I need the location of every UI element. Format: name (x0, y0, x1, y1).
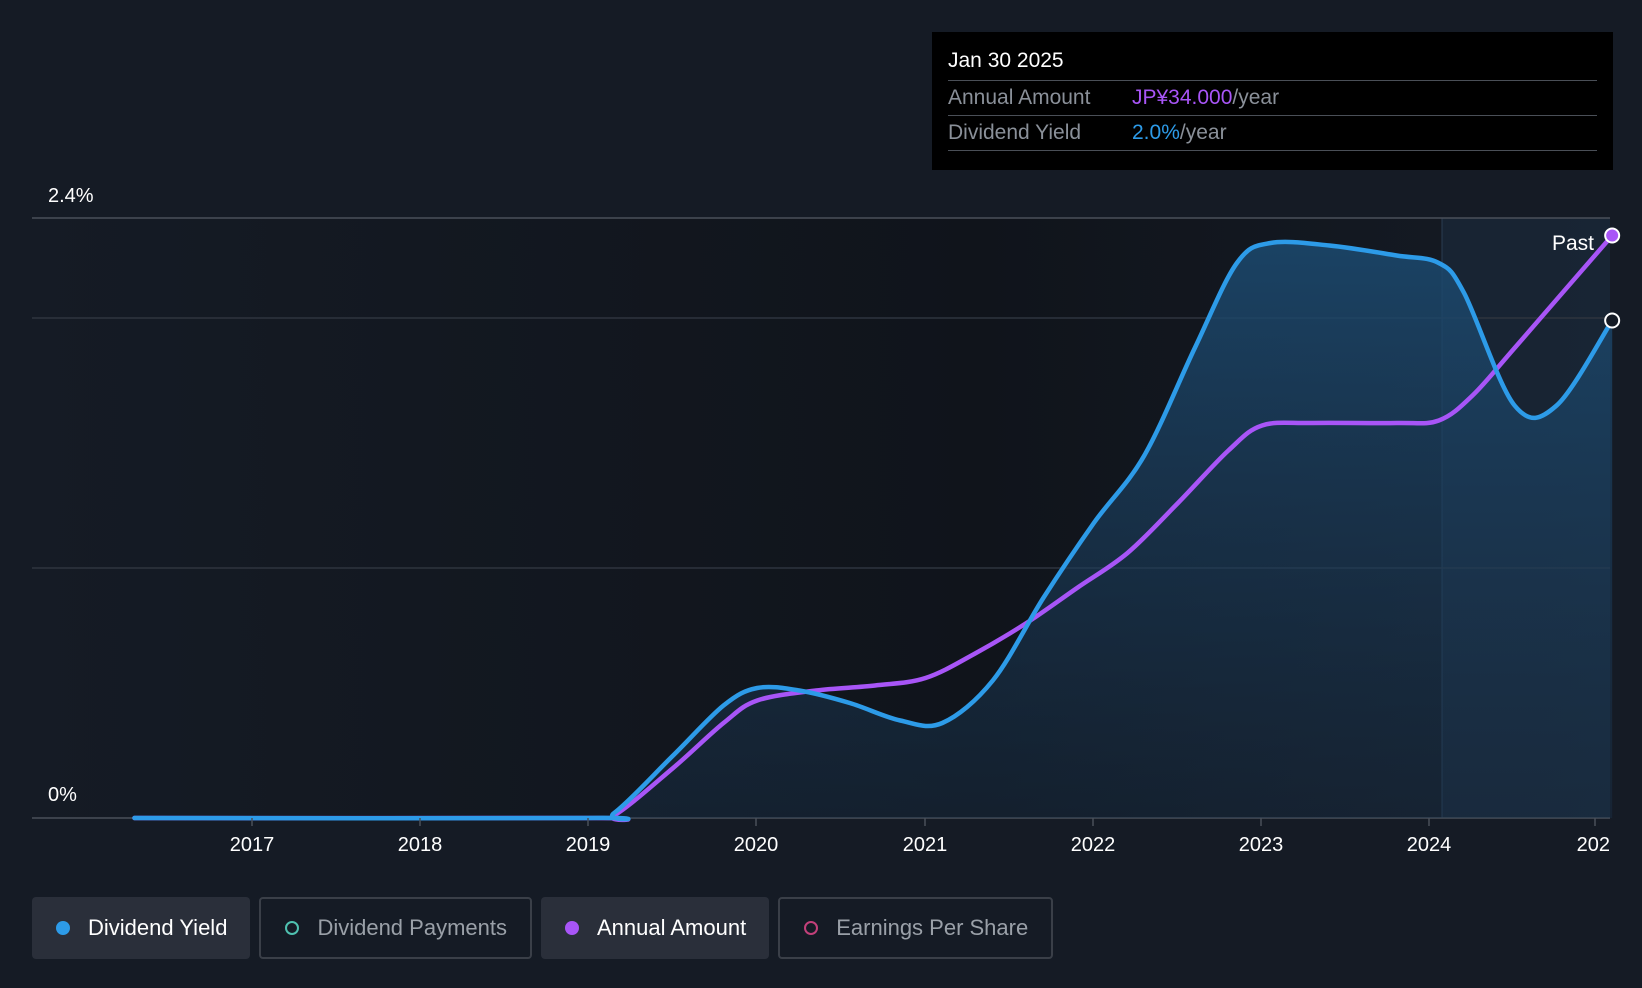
dividend-yield-end-marker (1604, 312, 1621, 329)
legend-earnings-per-share-label: Earnings Per Share (836, 915, 1029, 940)
chart-tooltip: Jan 30 2025 Annual Amount JP¥34.000 /yea… (932, 32, 1613, 170)
tooltip-annual-amount-value: JP¥34.000 (1132, 86, 1233, 109)
y-tick-label: 2.4% (48, 185, 94, 207)
legend-annual-amount-label: Annual Amount (596, 915, 747, 940)
dividend-yield-area (134, 241, 1613, 820)
dividend-payments-ring-icon (285, 921, 300, 935)
annual-amount-end-marker (1604, 227, 1621, 244)
legend-dividend-yield-label: Dividend Yield (88, 915, 228, 940)
x-tick-label: 2017 (230, 834, 275, 856)
x-tick-label: 2019 (566, 834, 611, 856)
legend-dividend-payments[interactable]: Dividend Payments (259, 897, 532, 959)
annual-amount-dot-icon (564, 921, 579, 935)
tooltip-dividend-yield-unit: /year (1179, 121, 1227, 144)
past-label: Past (1552, 232, 1594, 255)
dividend-chart: Past 2.4% 0% 2017 2018 2019 2020 2021 2022 2023 20… (32, 185, 1621, 856)
legend-earnings-per-share[interactable]: Earnings Per Share (778, 897, 1054, 959)
legend-annual-amount[interactable]: Annual Amount (540, 897, 770, 959)
x-tick-label: 2024 (1407, 834, 1452, 856)
x-tick-label: 2020 (734, 834, 779, 856)
x-tick-label: 202 (1577, 834, 1610, 856)
tooltip-dividend-yield-value: 2.0% (1132, 121, 1180, 144)
x-tick-label: 2018 (398, 834, 443, 856)
chart-legend: Dividend Yield Dividend Payments Annual … (32, 897, 1054, 959)
dividend-yield-line (132, 239, 1615, 822)
x-tick-label: 2022 (1071, 834, 1116, 856)
tooltip-annual-amount-unit: /year (1232, 86, 1280, 109)
tooltip-dividend-yield-label: Dividend Yield (948, 121, 1082, 144)
tooltip-row-dividend-yield: Dividend Yield 2.0% /year (948, 115, 1597, 151)
tooltip-date: Jan 30 2025 (948, 49, 1064, 72)
dividend-yield-dot-icon (56, 921, 70, 935)
x-tick-label: 2021 (903, 834, 948, 856)
x-tick-label: 2023 (1239, 834, 1284, 856)
legend-dividend-payments-label: Dividend Payments (317, 915, 507, 940)
tooltip-annual-amount-label: Annual Amount (948, 86, 1091, 109)
legend-dividend-yield[interactable]: Dividend Yield (32, 897, 251, 959)
y-tick-label: 0% (48, 784, 77, 806)
earnings-per-share-ring-icon (804, 921, 819, 935)
tooltip-row-annual-amount: Annual Amount JP¥34.000 /year (948, 80, 1597, 115)
